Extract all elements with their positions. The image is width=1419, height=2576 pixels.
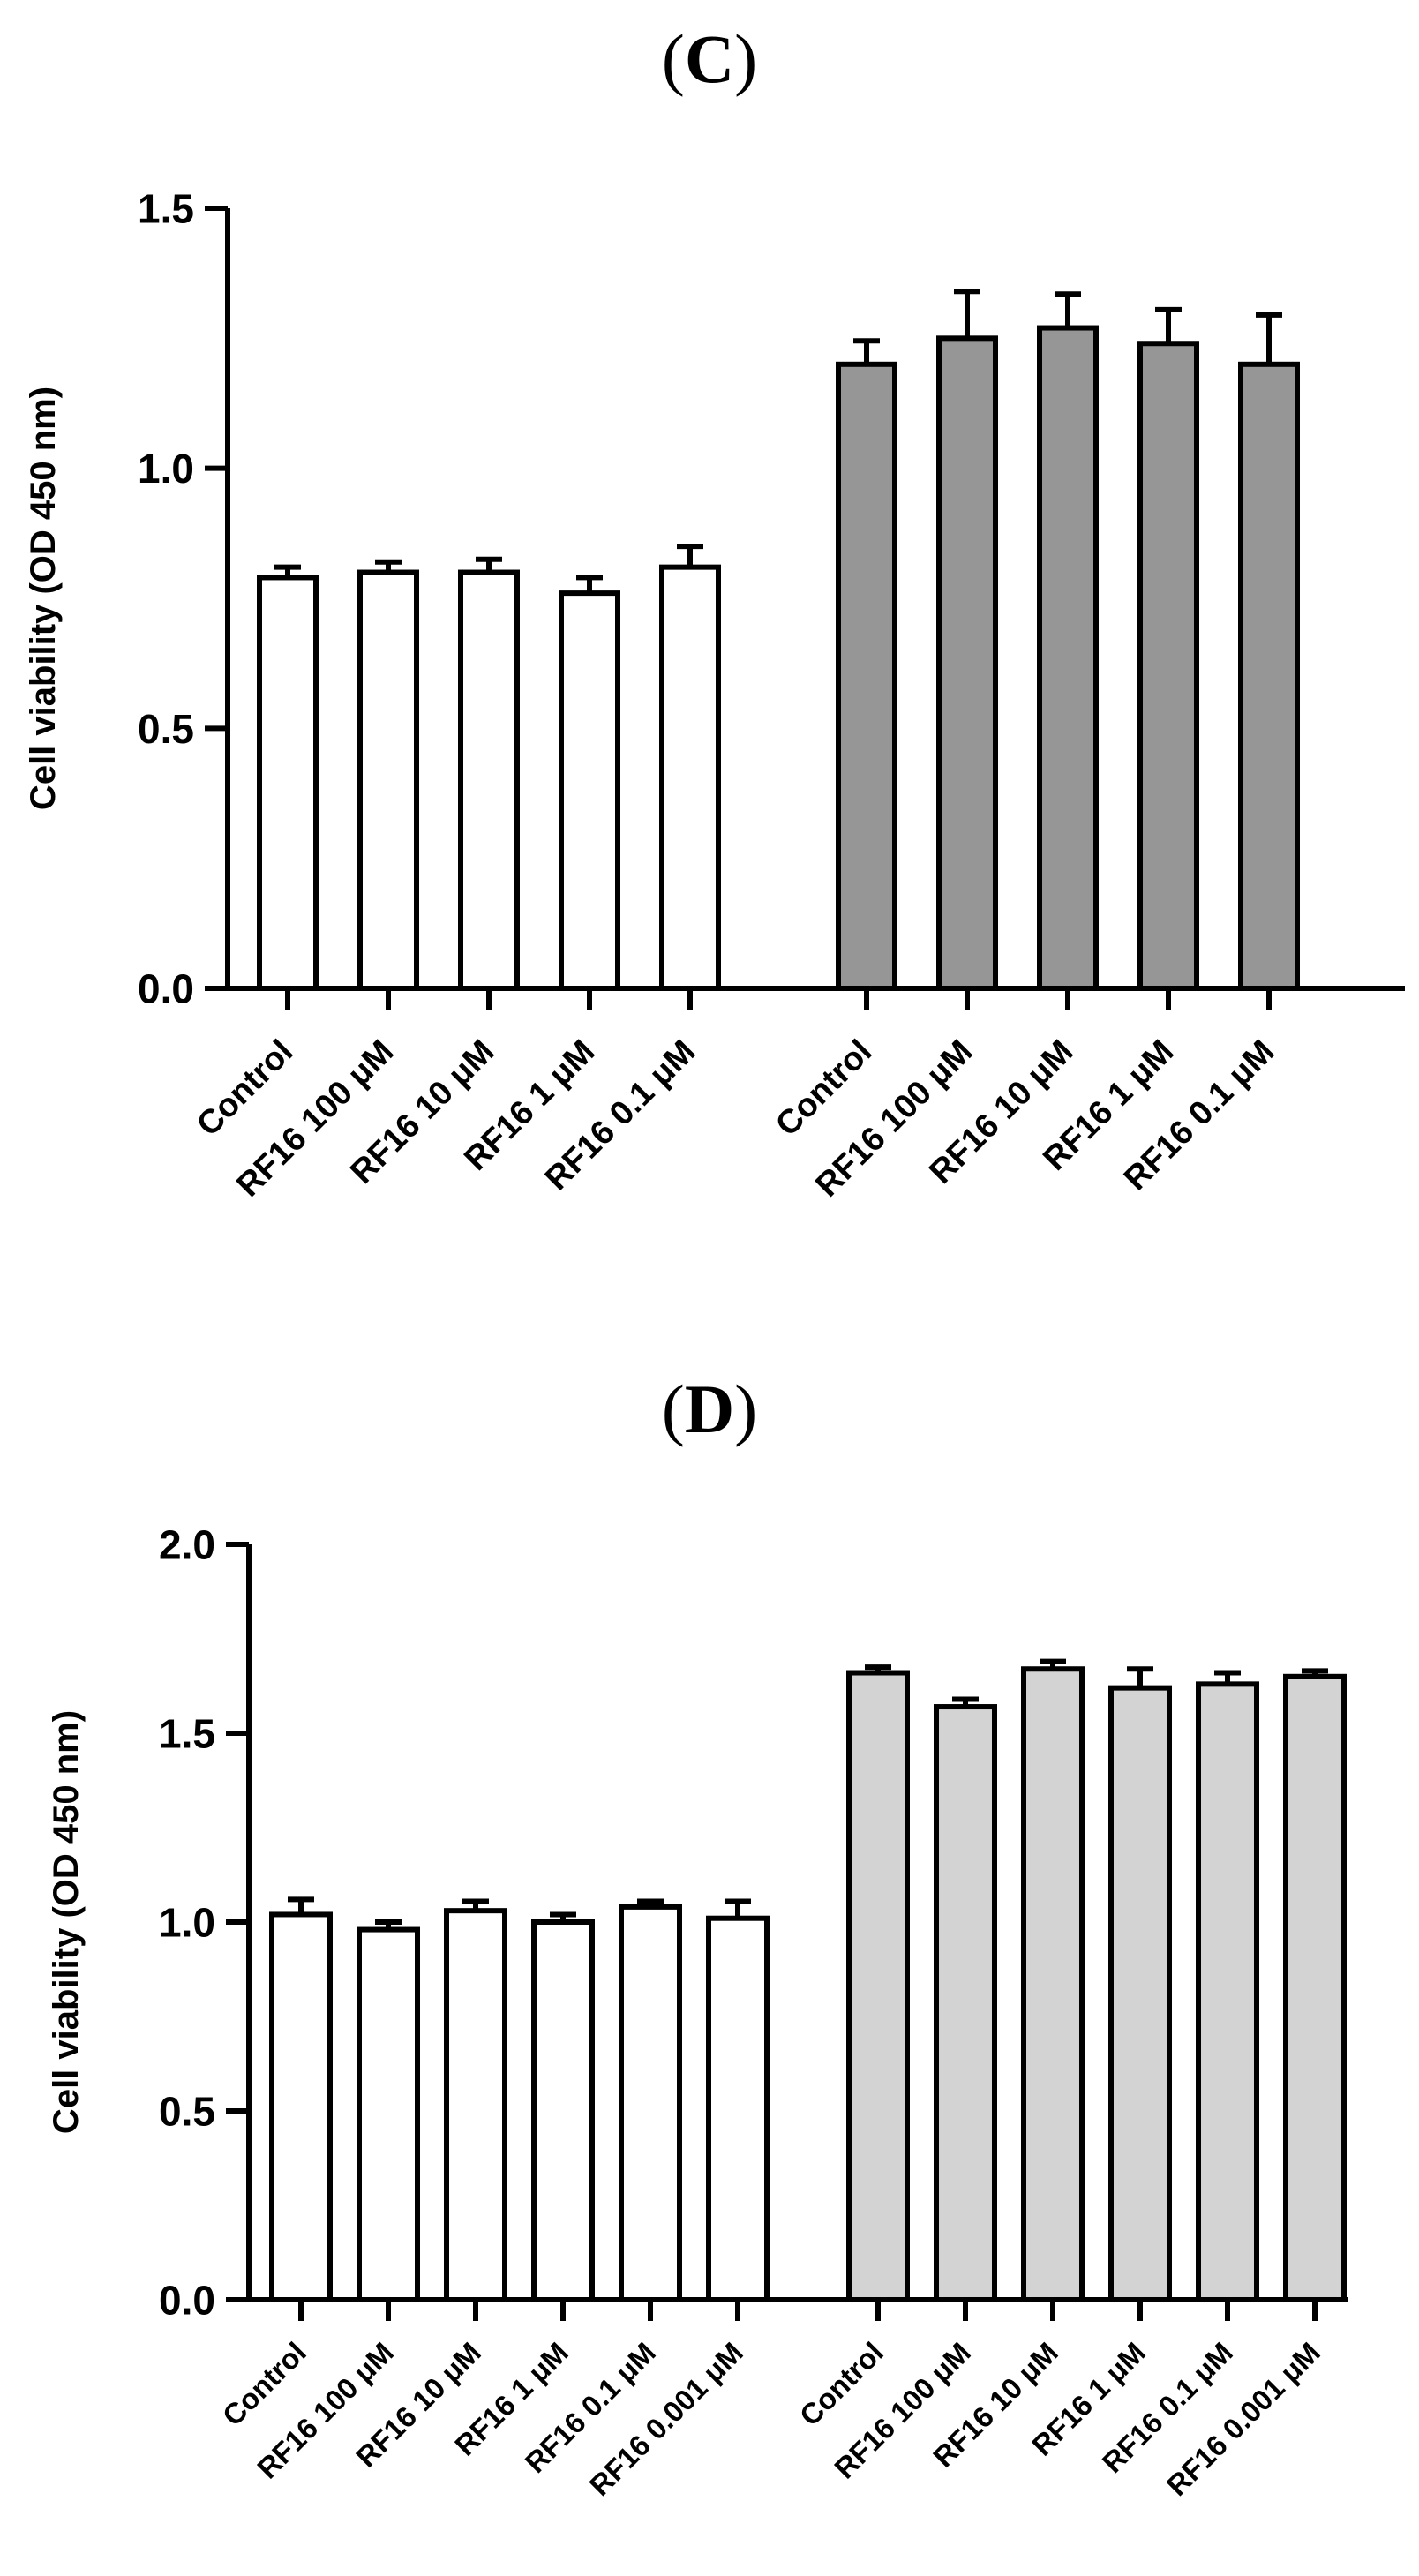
chart-c-bar	[559, 590, 620, 992]
panel-letter-c: C	[684, 20, 735, 97]
chart-d-y-tick-label: 0.0	[159, 2278, 215, 2324]
chart-d-y-axis-label: Cell viability (OD 450 nm)	[47, 1710, 86, 2134]
chart-c-y-tick-label: 1.5	[138, 186, 194, 232]
chart-c-y-axis-label: Cell viability (OD 450 nm)	[24, 387, 63, 810]
chart-c-bar	[836, 361, 897, 991]
chart-d-bar	[444, 1908, 507, 2302]
chart-c-y-tick-label: 0.0	[138, 966, 194, 1012]
chart-d-bar	[357, 1926, 420, 2303]
chart-d-bar	[269, 1911, 333, 2302]
chart-d-bar	[1283, 1673, 1347, 2303]
chart-c-bar	[257, 575, 319, 992]
panel-label-d: (D)	[661, 1371, 758, 1447]
chart-c-bar	[659, 564, 721, 991]
chart-d-bar	[531, 1919, 595, 2302]
chart-d-bar	[619, 1904, 682, 2302]
chart-d-bar	[1196, 1681, 1259, 2302]
chart-d-bar	[934, 1704, 997, 2303]
panel-label-c: (C)	[661, 20, 758, 97]
chart-c-bar	[1137, 341, 1199, 991]
chart-c-y-tick-label: 1.0	[138, 446, 194, 492]
chart-c-bar	[458, 569, 520, 991]
chart-c-y-tick-label: 0.5	[138, 706, 194, 752]
chart-d-bar	[706, 1915, 770, 2302]
chart-d-y-tick-label: 1.5	[159, 1711, 215, 1757]
chart-d-y-tick-label: 0.5	[159, 2089, 215, 2135]
panel-letter-d: D	[684, 1371, 735, 1447]
chart-d-y-tick-label: 2.0	[159, 1522, 215, 1568]
chart-d-bar	[846, 1670, 910, 2302]
chart-d-category-label: RF16 0.001 μM	[1160, 2336, 1326, 2502]
chart-d-category-label: RF16 0.001 μM	[583, 2336, 749, 2502]
chart-d-bar	[1108, 1685, 1172, 2302]
chart-d-bar	[1021, 1666, 1085, 2302]
chart-d-y-tick-label: 1.0	[159, 1900, 215, 1946]
